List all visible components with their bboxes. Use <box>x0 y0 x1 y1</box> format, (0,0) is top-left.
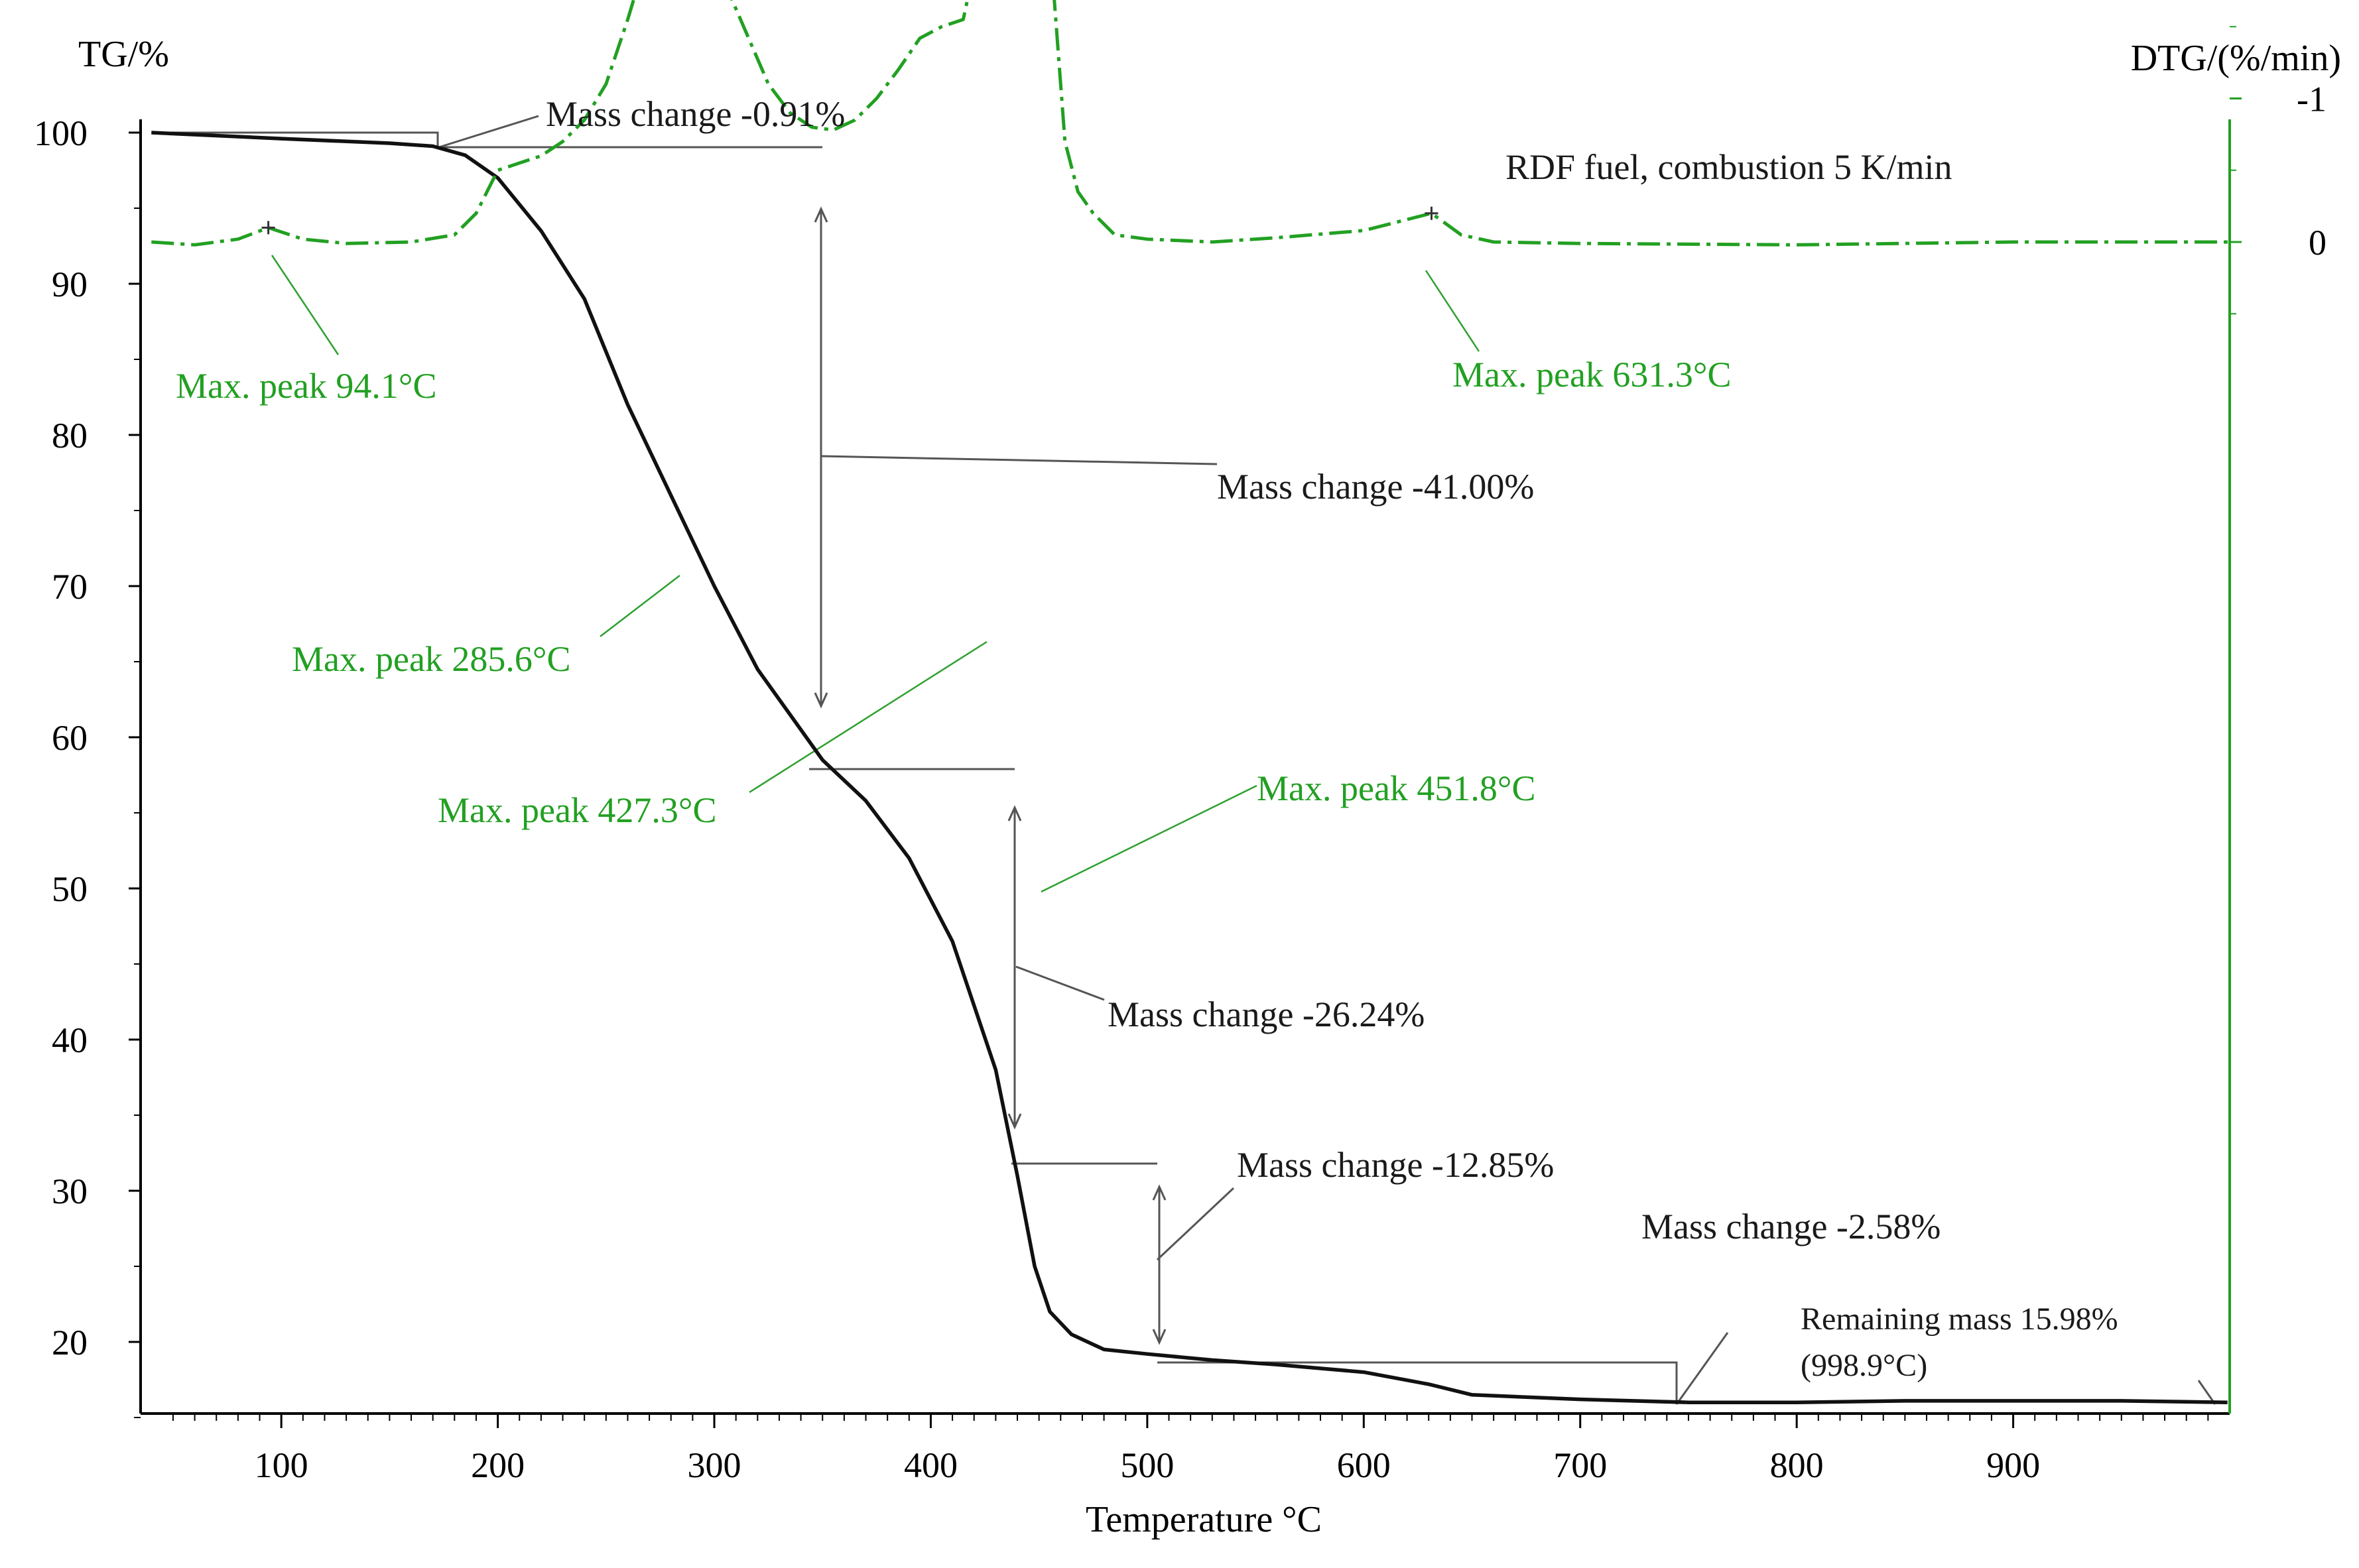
x-tick-label: 900 <box>1986 1445 2040 1485</box>
peak-451-leader <box>1041 784 1257 893</box>
right-y-tick-label: -1 <box>2297 80 2327 119</box>
peak-285-label: Max. peak 285.6°C <box>292 639 571 679</box>
peak-94-leader <box>271 255 340 355</box>
ticks-layer: 100 200 300 400 500 600 700 800 9002030405060708… <box>34 26 2327 1485</box>
dtg-peak-marker <box>261 221 275 235</box>
remaining-mass-temp-label: (998.9°C) <box>1801 1348 1927 1383</box>
peak-631-label: Max. peak 631.3°C <box>1452 355 1732 394</box>
right-y-axis-title: DTG/(%/min) <box>2131 38 2341 79</box>
peak-427-label: Max. peak 427.3°C <box>438 790 717 830</box>
x-axis-title: Temperature °C <box>1086 1499 1322 1540</box>
series-layer <box>151 0 2230 1404</box>
mass-change-4-arrow <box>1152 1184 1167 1345</box>
mass-change-3-leader <box>1015 965 1105 1001</box>
left-y-tick-label: 50 <box>52 869 88 909</box>
remaining-mass-label: Remaining mass 15.98% <box>1801 1301 2118 1337</box>
mass-change-1-leader <box>438 115 539 149</box>
x-tick-label: 700 <box>1553 1445 1607 1485</box>
x-tick-label: 300 <box>688 1445 741 1485</box>
mass-change-2-arrow <box>814 206 828 709</box>
left-y-tick-label: 80 <box>52 416 88 455</box>
peak-94-label: Max. peak 94.1°C <box>176 366 437 406</box>
remaining-mass-leader <box>2197 1380 2216 1405</box>
left-y-tick-label: 70 <box>52 567 88 607</box>
mass-change-4-label: Mass change -12.85% <box>1237 1145 1554 1185</box>
peak-451-label: Max. peak 451.8°C <box>1257 768 1536 808</box>
left-y-tick-label: 20 <box>52 1323 88 1362</box>
mass-change-2-leader <box>820 455 1218 465</box>
dtg-peak-marker <box>1425 206 1438 220</box>
left-y-tick-label: 100 <box>34 113 88 153</box>
mass-change-5-bracket <box>1157 1361 1678 1404</box>
peak-427-leader <box>749 640 988 794</box>
mass-change-5-label: Mass change -2.58% <box>1641 1207 1941 1246</box>
tg-series-line <box>151 131 2228 1404</box>
x-tick-label: 100 <box>255 1445 308 1485</box>
chart-subtitle: RDF fuel, combustion 5 K/min <box>1505 147 1952 187</box>
mass-change-4-leader <box>1156 1187 1235 1261</box>
mass-change-2-label: Mass change -41.00% <box>1217 467 1534 507</box>
axes-layer <box>139 119 2231 1415</box>
x-tick-label: 500 <box>1120 1445 1174 1485</box>
x-tick-label: 600 <box>1337 1445 1391 1485</box>
mass-change-3-arrow <box>1007 805 1022 1130</box>
left-y-tick-label: 60 <box>52 718 88 758</box>
left-y-axis-title: TG/% <box>78 34 169 75</box>
mass-change-3-label: Mass change -26.24% <box>1108 995 1425 1034</box>
x-tick-label: 400 <box>904 1445 958 1485</box>
axis-titles: TG/% DTG/(%/min) Temperature °C <box>78 34 2341 1540</box>
dtg-series-line <box>151 0 2230 247</box>
left-y-tick-label: 30 <box>52 1172 88 1211</box>
x-tick-label: 200 <box>471 1445 525 1485</box>
annotation-texts: RDF fuel, combustion 5 K/min Mass change… <box>176 94 2118 1383</box>
left-y-tick-label: 90 <box>52 265 88 304</box>
mass-change-1-bracket <box>159 131 822 149</box>
annotation-lines-layer <box>159 115 2216 1405</box>
peak-285-leader <box>600 575 680 637</box>
mass-change-5-leader <box>1675 1332 1729 1405</box>
peak-631-leader <box>1425 270 1480 352</box>
right-y-tick-label: 0 <box>2309 223 2327 263</box>
left-y-tick-label: 40 <box>52 1020 88 1060</box>
x-tick-label: 800 <box>1770 1445 1824 1485</box>
mass-change-1-label: Mass change -0.91% <box>546 94 845 134</box>
